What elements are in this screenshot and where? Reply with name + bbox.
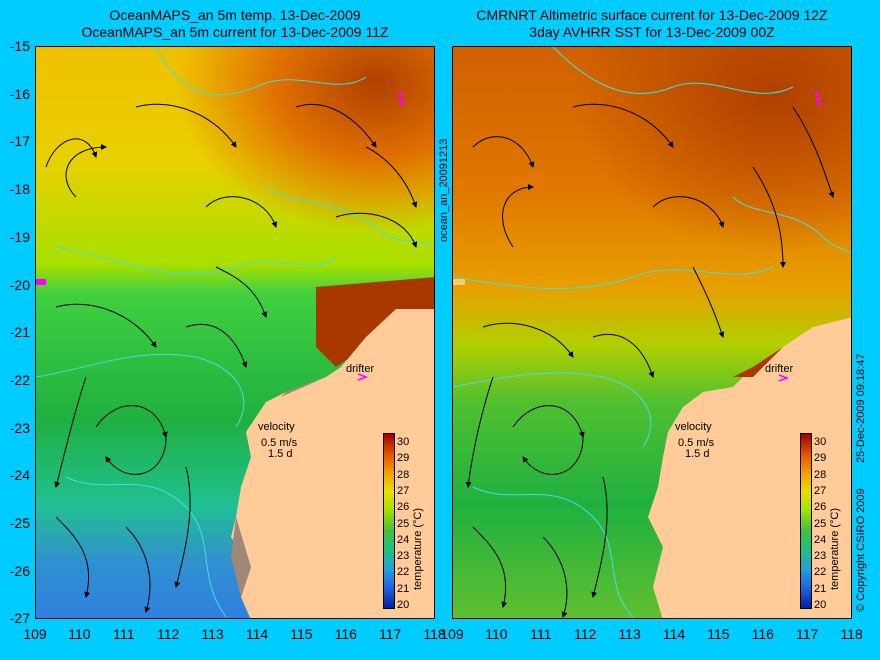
drifter-label: drifter bbox=[765, 363, 794, 375]
generated-date-label: 25-Dec-2009 09:18:47 bbox=[855, 353, 867, 463]
velocity-value: 0.5 m/s bbox=[678, 437, 715, 449]
copyright-label: © Copyright CSIRO 2009 bbox=[855, 488, 867, 612]
colorbar-tick-label: 20 bbox=[397, 599, 410, 611]
right-colorbar bbox=[800, 433, 812, 609]
lon-tick-label: 111 bbox=[113, 626, 135, 642]
velocity-label: velocity bbox=[258, 421, 295, 433]
lon-tick-label: 116 bbox=[334, 626, 357, 642]
colorbar-tick-label: 30 bbox=[397, 436, 410, 448]
lat-tick-label: -19 bbox=[9, 228, 30, 245]
colorbar-tick-label: 21 bbox=[397, 582, 410, 595]
colorbar-tick-label: 29 bbox=[397, 452, 410, 465]
colorbar-tick-label: 26 bbox=[814, 501, 827, 514]
lon-tick-label: 110 bbox=[68, 626, 91, 642]
colorbar-tick-label: 22 bbox=[814, 566, 827, 579]
colorbar-tick-label: 20 bbox=[814, 599, 827, 611]
lat-tick-label: -22 bbox=[9, 371, 30, 388]
colorbar-tick-label: 21 bbox=[814, 582, 827, 595]
lon-tick-label: 116 bbox=[751, 626, 774, 642]
right-map-graphic bbox=[453, 47, 851, 618]
colorbar-tick-label: 23 bbox=[397, 550, 410, 563]
left-colorbar bbox=[383, 433, 395, 609]
lat-tick-label: -27 bbox=[9, 610, 30, 627]
lon-tick-label: 112 bbox=[157, 626, 180, 642]
lon-tick-label: 117 bbox=[796, 626, 819, 642]
lat-tick-label: -23 bbox=[9, 419, 30, 436]
right-title-line1: CMRNRT Altimetric surface current for 13… bbox=[476, 7, 828, 23]
lon-tick-label: 115 bbox=[707, 626, 730, 642]
lon-tick-label: 114 bbox=[662, 626, 686, 642]
left-title-line1: OceanMAPS_an 5m temp. 13-Dec-2009 bbox=[109, 7, 361, 23]
colorbar-tick-label: 24 bbox=[397, 533, 410, 546]
colorbar-tick-label: 30 bbox=[814, 436, 827, 448]
colorbar-tick-label: 23 bbox=[814, 550, 827, 563]
velocity-label: velocity bbox=[675, 421, 712, 433]
lon-tick-label: 111 bbox=[530, 626, 552, 642]
colorbar-tick-label: 24 bbox=[814, 533, 827, 546]
left-colorbar-title: temperature (°C) bbox=[412, 507, 424, 590]
right-map-panel: drifter velocity 0.5 m/s 1.5 d bbox=[452, 46, 852, 619]
right-colorbar-title: temperature (°C) bbox=[829, 507, 841, 590]
lon-tick-label: 115 bbox=[290, 626, 313, 642]
lon-tick-label: 114 bbox=[245, 626, 269, 642]
lon-tick-label: 118 bbox=[840, 626, 863, 642]
lon-tick-label: 110 bbox=[485, 626, 508, 642]
colorbar-tick-label: 27 bbox=[397, 484, 410, 497]
lat-tick-label: -15 bbox=[9, 38, 30, 54]
colorbar-tick-label: 26 bbox=[397, 501, 410, 514]
lon-tick-label: 109 bbox=[440, 626, 464, 642]
drifter-track bbox=[398, 92, 404, 106]
right-title-line2: 3day AVHRR SST for 13-Dec-2009 00Z bbox=[529, 24, 775, 40]
lon-tick-label: 112 bbox=[574, 626, 597, 642]
lat-tick-label: -16 bbox=[9, 85, 30, 102]
colorbar-tick-label: 25 bbox=[397, 517, 410, 530]
colorbar-tick-label: 28 bbox=[397, 468, 410, 481]
lon-tick-label: 118 bbox=[423, 626, 446, 642]
lat-tick-label: -20 bbox=[9, 276, 30, 293]
velocity-days: 1.5 d bbox=[268, 448, 293, 460]
colorbar-tick-label: 29 bbox=[814, 452, 827, 465]
lon-tick-label: 113 bbox=[201, 626, 224, 642]
colorbar-tick-label: 27 bbox=[814, 484, 827, 497]
lon-tick-label: 109 bbox=[23, 626, 47, 642]
lat-tick-label: -26 bbox=[9, 562, 30, 579]
lat-tick-label: -21 bbox=[9, 324, 30, 341]
colorbar-tick-label: 22 bbox=[397, 566, 410, 579]
lat-tick-label: -25 bbox=[9, 515, 30, 531]
run-id-label: ocean_an_20091213 bbox=[438, 138, 450, 242]
lat-tick-label: -24 bbox=[9, 467, 30, 484]
velocity-days: 1.5 d bbox=[685, 448, 710, 460]
colorbar-tick-label: 28 bbox=[814, 468, 827, 481]
left-panel-title: OceanMAPS_an 5m temp. 13-Dec-2009 OceanM… bbox=[35, 7, 435, 41]
velocity-value: 0.5 m/s bbox=[261, 437, 298, 449]
colorbar-tick-label: 25 bbox=[814, 517, 827, 530]
left-title-line2: OceanMAPS_an 5m current for 13-Dec-2009 … bbox=[81, 24, 389, 40]
left-map-graphic bbox=[36, 47, 434, 618]
drifter-label: drifter bbox=[346, 363, 375, 375]
left-map-panel: drifter velocity 0.5 m/s 1.5 d bbox=[35, 46, 435, 619]
drifter-track bbox=[815, 92, 821, 106]
lon-tick-label: 117 bbox=[379, 626, 402, 642]
lat-tick-label: -18 bbox=[9, 181, 30, 198]
right-panel-title: CMRNRT Altimetric surface current for 13… bbox=[452, 7, 852, 41]
lat-tick-label: -17 bbox=[9, 133, 30, 150]
lon-tick-label: 113 bbox=[618, 626, 641, 642]
